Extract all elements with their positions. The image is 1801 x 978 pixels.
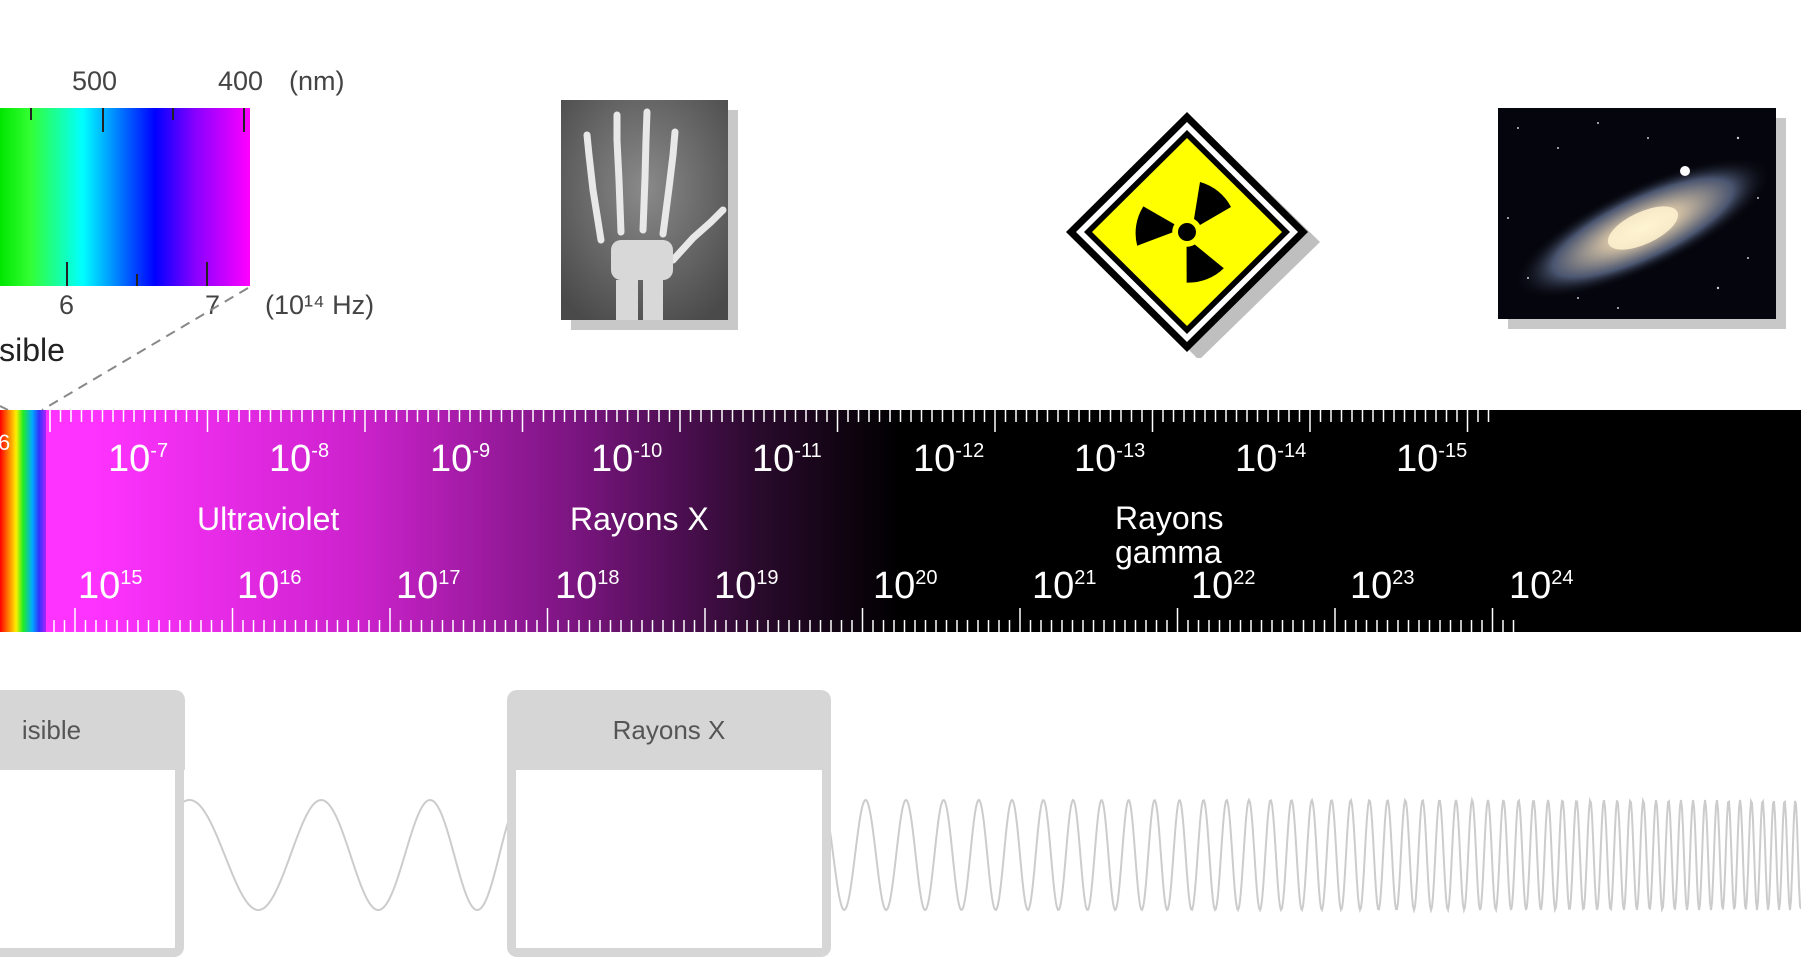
region-ultraviolet: Ultraviolet [197,501,340,537]
zoom-connector [0,287,249,411]
frequency-label: 1015 [78,565,143,607]
radiation-hazard-icon [1066,112,1320,358]
tab-visible-panel[interactable] [0,762,184,957]
hand-xray-photo [561,100,728,320]
wavelength-tick-500: 500 [72,66,118,96]
wave-illustration [0,796,1801,914]
galaxy-photo [1498,108,1776,319]
wavelength-label: 10-9 [430,438,491,480]
frequency-label: 1024 [1509,565,1574,607]
region-gamma-line1: Rayons [1115,500,1224,536]
frequency-label: 1017 [396,565,461,607]
wavelength-label: 10-7 [108,438,169,480]
wavelength-label: 10-10 [591,438,663,480]
frequency-tick-6: 6 [59,290,75,320]
wavelength-label: 10-13 [1074,438,1146,480]
wavelength-label: 10-8 [269,438,330,480]
wavelength-label: 10-14 [1235,438,1307,480]
visible-spectrum-gradient [0,108,250,286]
frequency-tick-7: 7 [205,290,221,320]
region-gamma-line2: gamma [1115,534,1222,570]
wavelength-unit: (nm) [289,66,345,96]
wavelength-label: 10-15 [1396,438,1468,480]
wavelength-label: 10-12 [913,438,985,480]
tab-visible-label: isible [21,714,82,745]
region-gamma: Rayons gamma [1115,501,1224,569]
frequency-label: 1020 [873,565,938,607]
spectrum-band [0,410,1801,632]
wavelength-tick-400: 400 [218,66,264,96]
frequency-label: 1021 [1032,565,1097,607]
visible-label: isible [0,332,65,368]
frequency-label: 1018 [555,565,620,607]
tab-xrays[interactable]: Rayons X [507,690,831,770]
frequency-label: 1023 [1350,565,1415,607]
tab-xrays-panel[interactable] [507,762,831,957]
wavelength-label: 10-11 [752,438,822,480]
tab-xrays-label: Rayons X [612,714,726,745]
tab-visible[interactable]: isible [0,690,185,770]
region-xrays: Rayons X [570,501,709,537]
frequency-label: 1019 [714,565,779,607]
frequency-label: 1022 [1191,565,1256,607]
frequency-label: 1016 [237,565,302,607]
left-cut-label: 6 [0,430,11,455]
frequency-unit: (10¹⁴ Hz) [265,290,375,320]
